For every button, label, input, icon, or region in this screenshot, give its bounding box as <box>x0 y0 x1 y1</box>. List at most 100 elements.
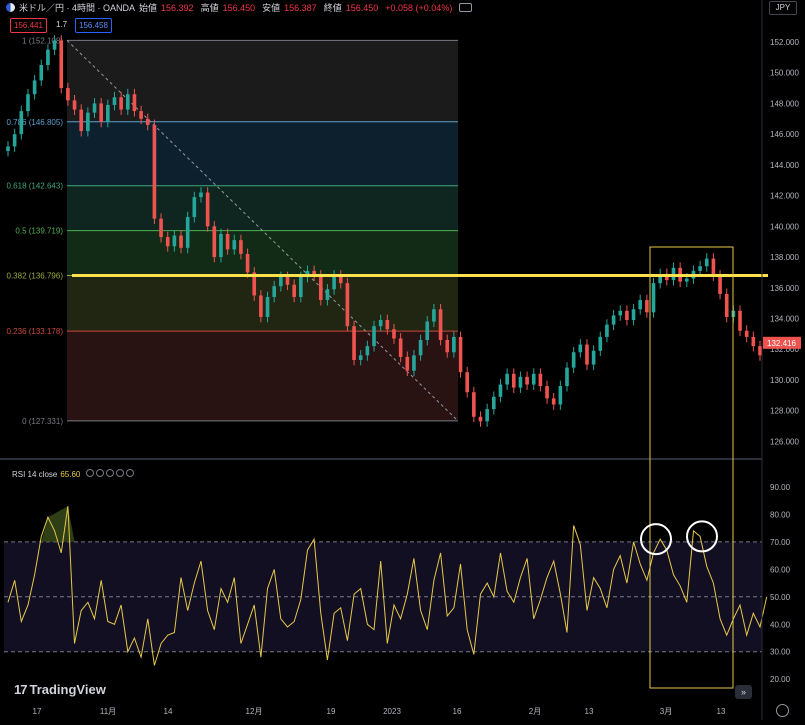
candle-body[interactable] <box>711 258 716 276</box>
candle-body[interactable] <box>338 275 343 284</box>
candle-body[interactable] <box>106 104 110 122</box>
candle-body[interactable] <box>272 286 277 297</box>
sell-price-button[interactable]: 156.441 <box>10 18 47 33</box>
candle-body[interactable] <box>252 272 257 296</box>
delete-icon[interactable] <box>115 469 124 477</box>
fib-zone[interactable] <box>67 230 458 276</box>
candle-body[interactable] <box>578 344 583 353</box>
candle-body[interactable] <box>485 409 489 422</box>
candle-body[interactable] <box>558 386 563 405</box>
candle-body[interactable] <box>165 237 170 247</box>
candle-body[interactable] <box>179 235 183 248</box>
candle-body[interactable] <box>239 240 243 254</box>
candle-body[interactable] <box>472 392 476 417</box>
fib-zone[interactable] <box>67 121 458 186</box>
candle-body[interactable] <box>611 315 616 325</box>
settings-icon[interactable] <box>95 469 104 477</box>
candle-body[interactable] <box>511 373 516 388</box>
candle-body[interactable] <box>505 373 509 385</box>
candle-body[interactable] <box>758 346 762 356</box>
axis-settings-icon[interactable] <box>776 704 789 717</box>
candle-body[interactable] <box>405 356 410 371</box>
candle-body[interactable] <box>6 146 10 152</box>
candle-body[interactable] <box>279 277 283 287</box>
candle-body[interactable] <box>684 278 689 282</box>
symbol-legend[interactable]: 米ドル／円 · 4時間 · OANDA 始値 156.392 高値 156.450 … <box>6 1 473 14</box>
candle-body[interactable] <box>225 234 230 250</box>
candle-body[interactable] <box>698 266 702 271</box>
candle-body[interactable] <box>345 283 350 327</box>
candle-body[interactable] <box>325 289 330 301</box>
candle-body[interactable] <box>312 270 316 276</box>
candle-body[interactable] <box>458 336 463 373</box>
rsi-panel[interactable] <box>4 506 768 666</box>
visibility-toggle-icon[interactable] <box>459 3 473 12</box>
candle-body[interactable] <box>299 277 303 297</box>
candle-body[interactable] <box>744 330 749 337</box>
eye-icon[interactable] <box>85 469 94 477</box>
candle-body[interactable] <box>59 40 64 89</box>
candle-body[interactable] <box>192 197 197 218</box>
candle-body[interactable] <box>292 284 296 297</box>
candle-body[interactable] <box>199 192 203 198</box>
fib-trend-line[interactable] <box>66 39 459 422</box>
scroll-to-realtime-button[interactable]: » <box>735 685 752 699</box>
candle-body[interactable] <box>498 384 503 397</box>
fibonacci-retracement[interactable]: 1 (152.108) 0.786 (146.805) 0.618 (142.643… <box>7 36 459 426</box>
candle-body[interactable] <box>565 367 569 387</box>
candle-body[interactable] <box>52 40 57 50</box>
candle-body[interactable] <box>86 112 90 132</box>
rsi-legend[interactable]: RSI 14 close 65.60 <box>12 469 136 479</box>
source-icon[interactable] <box>105 469 114 477</box>
candle-body[interactable] <box>285 277 290 285</box>
candle-body[interactable] <box>658 273 662 284</box>
candle-body[interactable] <box>232 240 237 250</box>
candle-body[interactable] <box>625 310 629 321</box>
candle-body[interactable] <box>551 398 556 405</box>
fib-zone[interactable] <box>67 331 458 421</box>
currency-selector[interactable]: JPY <box>769 1 797 15</box>
candle-body[interactable] <box>46 49 50 66</box>
candle-body[interactable] <box>159 218 163 238</box>
candle-body[interactable] <box>398 338 403 357</box>
candle-body[interactable] <box>205 192 210 227</box>
candle-body[interactable] <box>724 293 729 317</box>
candle-body[interactable] <box>26 94 30 112</box>
candle-body[interactable] <box>571 352 576 368</box>
candle-body[interactable] <box>465 372 469 393</box>
candle-body[interactable] <box>365 346 370 356</box>
candle-body[interactable] <box>19 111 24 135</box>
candle-body[interactable] <box>99 103 103 122</box>
candle-body[interactable] <box>438 309 443 340</box>
candle-body[interactable] <box>318 275 323 301</box>
buy-price-button[interactable]: 156.458 <box>75 18 112 33</box>
candle-body[interactable] <box>358 355 363 360</box>
candle-body[interactable] <box>385 320 390 330</box>
candle-body[interactable] <box>12 134 17 147</box>
candle-body[interactable] <box>491 396 496 410</box>
candle-body[interactable] <box>72 100 77 110</box>
candle-body[interactable] <box>704 258 709 267</box>
candle-body[interactable] <box>531 373 536 385</box>
candle-body[interactable] <box>545 386 549 399</box>
fib-zone[interactable] <box>67 40 458 122</box>
candle-body[interactable] <box>245 253 250 273</box>
candle-body[interactable] <box>305 270 310 278</box>
candle-body[interactable] <box>418 339 423 356</box>
candle-body[interactable] <box>651 283 656 313</box>
candle-body[interactable] <box>39 65 44 81</box>
candle-body[interactable] <box>119 97 123 110</box>
candle-body[interactable] <box>412 355 416 371</box>
candle-body[interactable] <box>352 326 356 360</box>
candle-body[interactable] <box>738 310 742 331</box>
candle-body[interactable] <box>605 324 609 337</box>
candle-body[interactable] <box>671 267 676 281</box>
candle-body[interactable] <box>132 94 137 112</box>
candle-body[interactable] <box>445 339 450 353</box>
candle-body[interactable] <box>265 296 270 317</box>
candle-body[interactable] <box>598 336 603 351</box>
candle-body[interactable] <box>478 416 483 422</box>
rsi-line[interactable] <box>7 506 768 666</box>
